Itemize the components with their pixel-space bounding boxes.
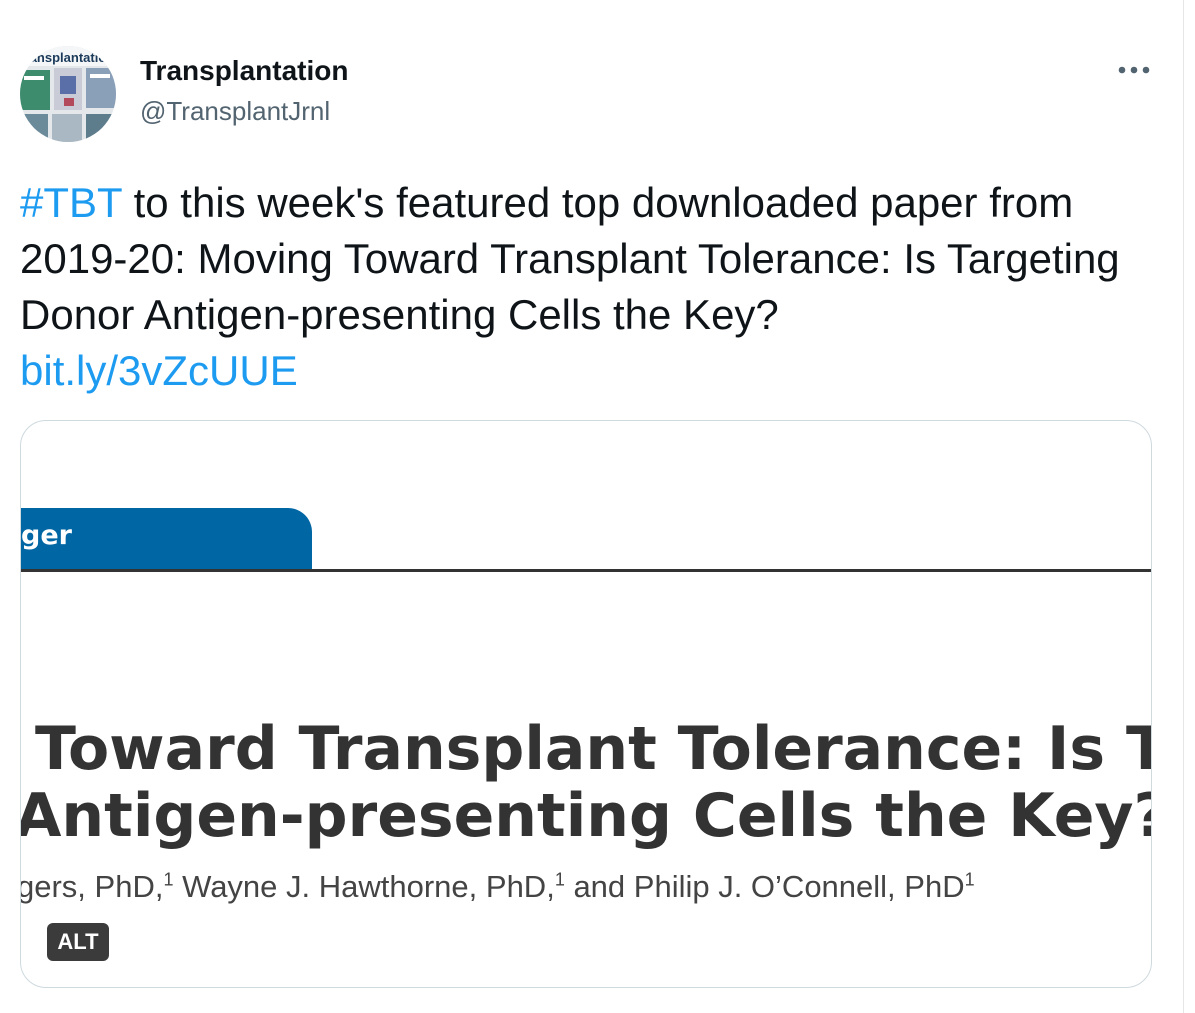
more-horizontal-icon: [1118, 66, 1150, 74]
article-authors: gers, PhD,1 Wayne J. Hawthorne, PhD,1 an…: [20, 869, 975, 905]
affiliation-sup-3: 1: [964, 869, 975, 890]
journal-header-tab-label: ger: [21, 520, 72, 551]
avatar-cover-text: ansplantatio: [30, 50, 107, 65]
alt-text-badge[interactable]: ALT: [47, 923, 109, 961]
journal-header-tab: ger: [21, 508, 312, 570]
author-handle[interactable]: @TransplantJrnl: [140, 96, 331, 126]
affiliation-sup-2: 1: [554, 869, 565, 890]
scrollbar-edge: [1183, 0, 1184, 1013]
authors-part-1: gers, PhD,: [20, 869, 164, 904]
media-image-card[interactable]: ger Toward Transplant Tolerance: Is Targ…: [20, 420, 1152, 988]
tweet-link[interactable]: bit.ly/3vZcUUE: [20, 347, 298, 394]
journal-cover-collage-avatar-icon: ansplantatio: [20, 46, 116, 142]
tweet-body: to this week's featured top downloaded p…: [20, 179, 1120, 338]
authors-part-3: and Philip J. O’Connell, PhD: [564, 869, 965, 904]
article-title-line-1: Toward Transplant Tolerance: Is Targ: [35, 714, 1152, 784]
tweet-text: #TBT to this week's featured top downloa…: [20, 175, 1160, 399]
more-options-button[interactable]: [1112, 52, 1156, 88]
header-rule-line: [21, 569, 1151, 572]
authors-part-2: Wayne J. Hawthorne, PhD,: [173, 869, 555, 904]
hashtag-link[interactable]: #TBT: [20, 179, 122, 226]
author-display-name[interactable]: Transplantation: [140, 55, 349, 86]
article-title-line-2: Antigen-presenting Cells the Key?: [20, 781, 1152, 851]
avatar[interactable]: ansplantatio: [20, 46, 116, 142]
article-title: Toward Transplant Tolerance: Is Targ Ant…: [20, 714, 1152, 851]
affiliation-sup-1: 1: [163, 869, 174, 890]
